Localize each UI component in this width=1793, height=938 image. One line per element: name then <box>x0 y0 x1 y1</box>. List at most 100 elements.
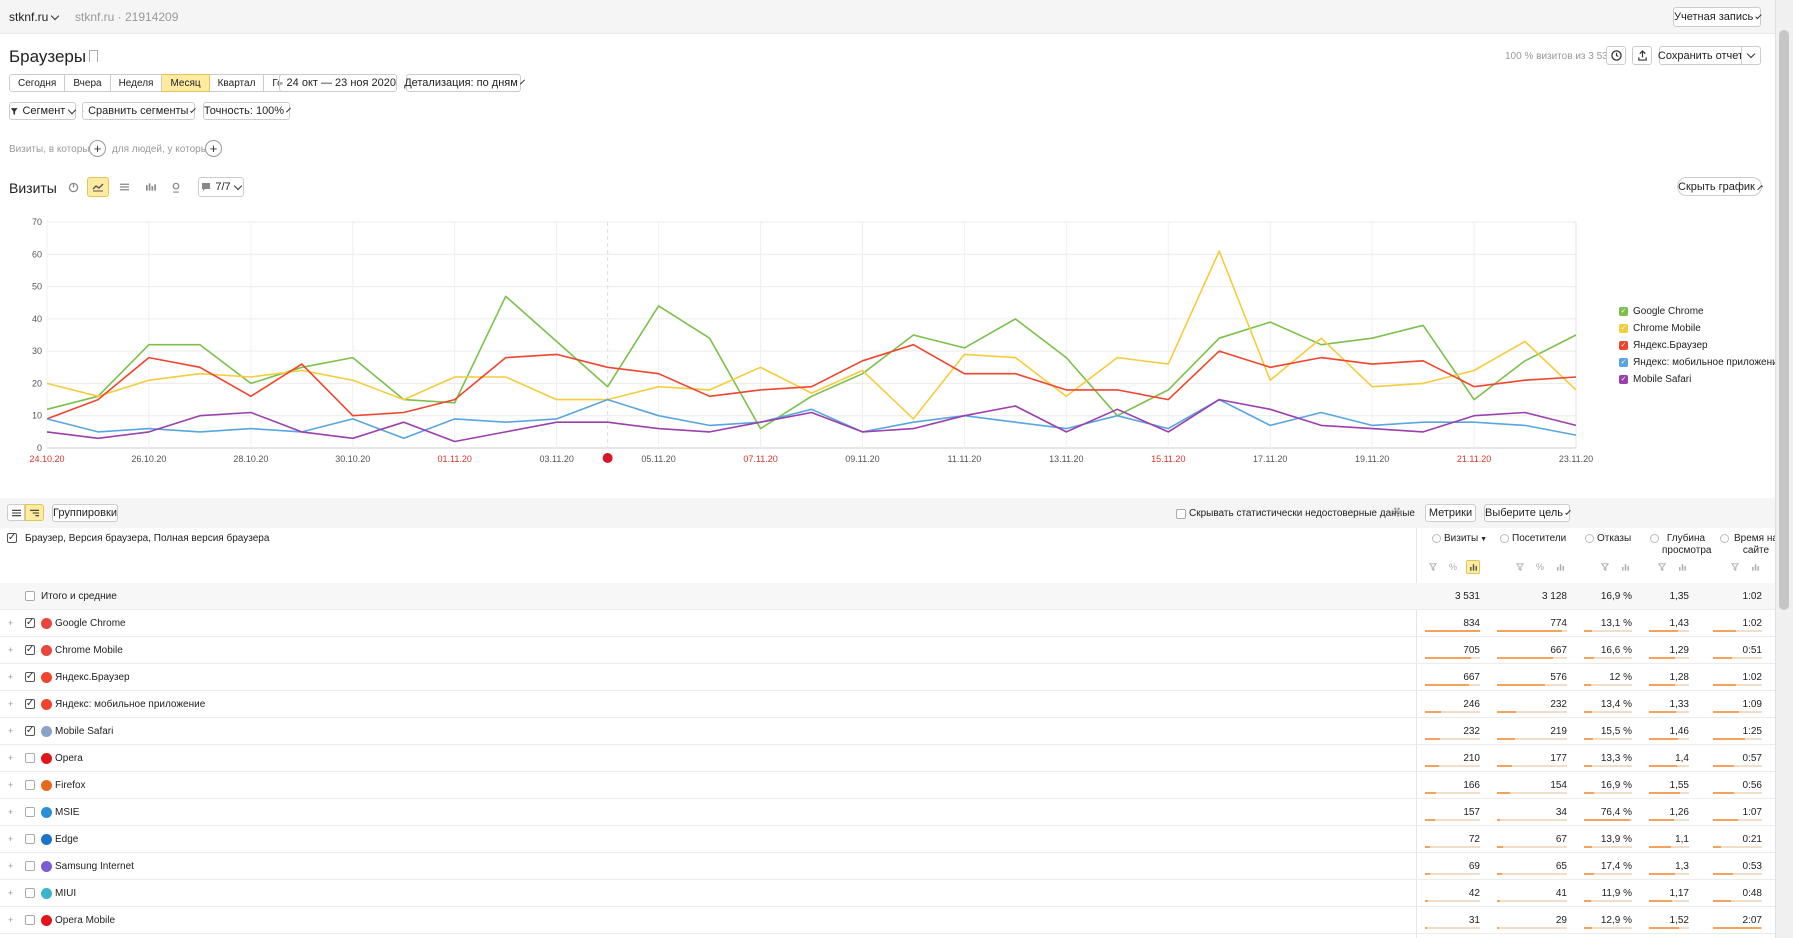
expand-row-icon[interactable]: + <box>8 753 14 763</box>
value-bar <box>1584 873 1595 875</box>
bar-chart-icon[interactable] <box>1748 560 1762 574</box>
list-view-button[interactable] <box>7 504 25 521</box>
expand-row-icon[interactable]: + <box>8 834 14 844</box>
table-row[interactable]: + Яндекс: мобильное приложение 246 232 13,4 … <box>0 691 1775 718</box>
row-checkbox[interactable] <box>25 888 35 898</box>
period-option[interactable]: Месяц <box>162 74 210 92</box>
settings-gear-icon[interactable] <box>1391 506 1403 521</box>
table-row[interactable]: + Firefox 166 154 16,9 % 1,55 0:56 <box>0 772 1775 799</box>
expand-row-icon[interactable]: + <box>8 915 14 925</box>
bar-chart-icon[interactable] <box>1466 560 1480 574</box>
column-header-time[interactable]: Время на сайте <box>1720 533 1790 557</box>
totals-checkbox[interactable] <box>25 591 35 601</box>
column-header-visitors[interactable]: Посетители <box>1500 533 1570 545</box>
date-range-button[interactable]: 24 окт — 23 ноя 2020 <box>279 74 397 92</box>
annotations-dropdown[interactable]: 7/7 <box>198 177 244 197</box>
column-header-bounce[interactable]: Отказы <box>1585 533 1655 545</box>
column-header-depth[interactable]: Глубина просмотра <box>1650 533 1720 557</box>
expand-row-icon[interactable]: + <box>8 861 14 871</box>
dimension-checkbox[interactable] <box>7 533 17 543</box>
row-checkbox[interactable] <box>25 780 35 790</box>
bar-chart-icon[interactable] <box>1553 560 1567 574</box>
row-checkbox[interactable] <box>25 834 35 844</box>
expand-row-icon[interactable]: + <box>8 699 14 709</box>
history-button[interactable] <box>1606 46 1626 65</box>
table-row[interactable]: + Chrome Mobile 705 667 16,6 % 1,29 0:51 <box>0 637 1775 664</box>
column-filter-icon[interactable] <box>1426 560 1440 574</box>
table-row[interactable]: + Edge 72 67 13,9 % 1,1 0:21 <box>0 826 1775 853</box>
tree-view-button[interactable] <box>25 504 44 521</box>
bookmark-icon[interactable] <box>89 50 98 62</box>
period-option[interactable]: Неделя <box>110 74 163 92</box>
column-filter-icon[interactable] <box>1513 560 1527 574</box>
table-row[interactable]: + MSIE 157 34 76,4 % 1,26 1:07 <box>0 799 1775 826</box>
column-filter-icon[interactable] <box>1598 560 1612 574</box>
line-chart-type-button[interactable] <box>87 177 109 197</box>
table-row[interactable]: + Opera 210 177 13,3 % 1,4 0:57 <box>0 745 1775 772</box>
hide-chart-button[interactable]: Скрыть график <box>1677 177 1763 196</box>
bar-chart-type-button[interactable] <box>139 177 161 197</box>
period-option[interactable]: Квартал <box>209 74 265 92</box>
choose-goal-dropdown[interactable]: Выберите цель <box>1484 504 1571 522</box>
row-checkbox[interactable] <box>25 915 35 925</box>
percent-icon[interactable]: % <box>1448 562 1457 572</box>
y-tick-label: 30 <box>32 346 42 356</box>
compare-segments-dropdown[interactable]: Сравнить сегменты <box>82 102 196 120</box>
expand-row-icon[interactable]: + <box>8 780 14 790</box>
percent-icon[interactable]: % <box>1535 562 1544 572</box>
value-bar <box>1497 819 1500 821</box>
hide-unreliable-checkbox[interactable] <box>1176 509 1186 519</box>
legend-item[interactable]: ✓ Chrome Mobile <box>1619 320 1783 337</box>
groupings-button[interactable]: Группировки <box>52 504 118 522</box>
period-option[interactable]: Вчера <box>65 74 111 92</box>
map-chart-type-button[interactable] <box>165 177 187 197</box>
expand-row-icon[interactable]: + <box>8 888 14 898</box>
detail-dropdown[interactable]: Детализация: по дням <box>404 74 525 92</box>
row-checkbox[interactable] <box>25 699 35 709</box>
legend-label: Google Chrome <box>1633 306 1704 317</box>
table-row[interactable]: + MIUI 42 41 11,9 % 1,17 0:48 <box>0 880 1775 907</box>
column-header-visits[interactable]: Визиты ▼ <box>1432 533 1502 546</box>
scrollbar-thumb[interactable] <box>1779 30 1789 610</box>
period-option[interactable]: Сегодня <box>9 74 66 92</box>
expand-row-icon[interactable]: + <box>8 726 14 736</box>
account-button[interactable]: Учетная запись <box>1673 7 1762 27</box>
chevron-down-icon <box>519 79 525 84</box>
column-filter-icon[interactable] <box>1655 560 1669 574</box>
accuracy-dropdown[interactable]: Точность: 100% <box>203 102 292 120</box>
table-row[interactable]: + Google Chrome 834 774 13,1 % 1,43 1:02 <box>0 610 1775 637</box>
expand-row-icon[interactable]: + <box>8 618 14 628</box>
column-filter-icon[interactable] <box>1728 560 1742 574</box>
row-checkbox[interactable] <box>25 645 35 655</box>
pie-chart-type-button[interactable] <box>62 177 84 197</box>
add-people-condition-button[interactable]: + <box>205 140 222 157</box>
legend-item[interactable]: ✓ Яндекс.Браузер <box>1619 337 1783 354</box>
save-report-button[interactable]: Сохранить отчет <box>1658 46 1743 65</box>
expand-row-icon[interactable]: + <box>8 645 14 655</box>
add-visit-condition-button[interactable]: + <box>89 140 106 157</box>
table-row[interactable]: + Opera Mobile 31 29 12,9 % 1,52 2:07 <box>0 907 1775 934</box>
export-button[interactable] <box>1632 46 1652 65</box>
legend-item[interactable]: ✓ Google Chrome <box>1619 303 1783 320</box>
bar-chart-icon[interactable] <box>1675 560 1689 574</box>
row-checkbox[interactable] <box>25 807 35 817</box>
row-checkbox[interactable] <box>25 861 35 871</box>
expand-row-icon[interactable]: + <box>8 672 14 682</box>
row-checkbox[interactable] <box>25 618 35 628</box>
expand-row-icon[interactable]: + <box>8 807 14 817</box>
row-checkbox[interactable] <box>25 726 35 736</box>
area-chart-type-button[interactable] <box>113 177 135 197</box>
bar-chart-icon[interactable] <box>1618 560 1632 574</box>
table-row[interactable]: + Samsung Internet 69 65 17,4 % 1,3 0:53 <box>0 853 1775 880</box>
cell-value: 1,17 <box>1669 888 1689 899</box>
save-report-menu-button[interactable] <box>1741 46 1761 65</box>
row-checkbox[interactable] <box>25 753 35 763</box>
table-row[interactable]: + Яндекс.Браузер 667 576 12 % 1,28 1:02 <box>0 664 1775 691</box>
metrics-button[interactable]: Метрики <box>1425 504 1476 522</box>
legend-item[interactable]: ✓ Яндекс: мобильное приложение <box>1619 354 1783 371</box>
segment-dropdown[interactable]: Сегмент <box>9 102 77 120</box>
site-selector[interactable]: stknf.ru <box>9 10 60 24</box>
row-checkbox[interactable] <box>25 672 35 682</box>
legend-item[interactable]: ✓ Mobile Safari <box>1619 371 1783 388</box>
table-row[interactable]: + Mobile Safari 232 219 15,5 % 1,46 1:25 <box>0 718 1775 745</box>
